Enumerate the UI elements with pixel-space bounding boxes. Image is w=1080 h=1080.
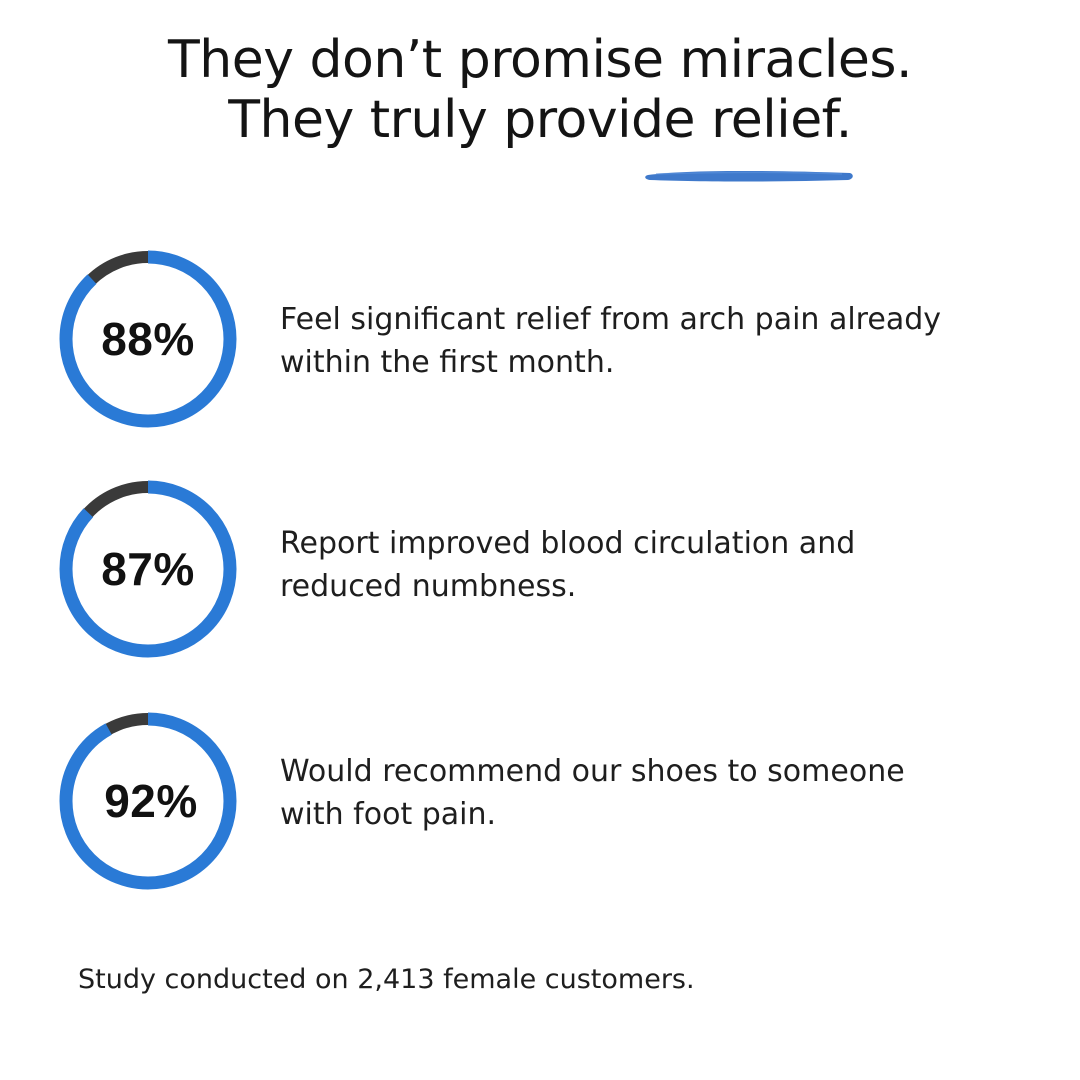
stat-description-1-line-1: Feel significant relief from arch pain a…	[280, 302, 941, 337]
percent-label-2: 87%	[101, 543, 195, 595]
stat-description-1: Feel significant relief from arch pain a…	[280, 298, 1020, 384]
progress-ring-2	[55, 476, 241, 662]
stat-row-3: 92% Would recommend our shoes to someone…	[0, 708, 1080, 898]
ring-graphic-2	[59, 480, 237, 658]
headline-line-2: They truly provide relief.	[228, 90, 852, 150]
stat-description-1-line-2: within the first month.	[280, 345, 615, 380]
ring-progress-arc-3	[59, 712, 237, 890]
stat-description-2-line-1: Report improved blood circulation and	[280, 526, 856, 561]
progress-ring-3	[55, 708, 241, 894]
stat-description-3-line-1: Would recommend our shoes to someone	[280, 754, 905, 789]
headline-line-1: They don’t promise miracles.	[167, 30, 913, 90]
ring-progress-arc-1	[59, 250, 237, 428]
ring-graphic-3	[59, 712, 237, 890]
stat-description-3: Would recommend our shoes to someone wit…	[280, 750, 1020, 836]
ring-progress-arc-2	[59, 480, 237, 658]
stat-description-2: Report improved blood circulation and re…	[280, 522, 1020, 608]
stat-row-1: 88% Feel significant relief from arch pa…	[0, 246, 1080, 436]
percent-label-1: 88%	[101, 313, 195, 365]
ring-graphic-1	[59, 250, 237, 428]
stat-description-2-line-2: reduced numbness.	[280, 569, 577, 604]
headline: They don’t promise miracles. They truly …	[0, 30, 1080, 150]
brush-underline	[645, 170, 853, 182]
stat-description-3-line-2: with foot pain.	[280, 797, 497, 832]
stat-row-2: 87% Report improved blood circulation an…	[0, 476, 1080, 666]
progress-ring-1	[55, 246, 241, 432]
study-footnote: Study conducted on 2,413 female customer…	[78, 964, 695, 995]
percent-label-3: 92%	[104, 775, 198, 827]
